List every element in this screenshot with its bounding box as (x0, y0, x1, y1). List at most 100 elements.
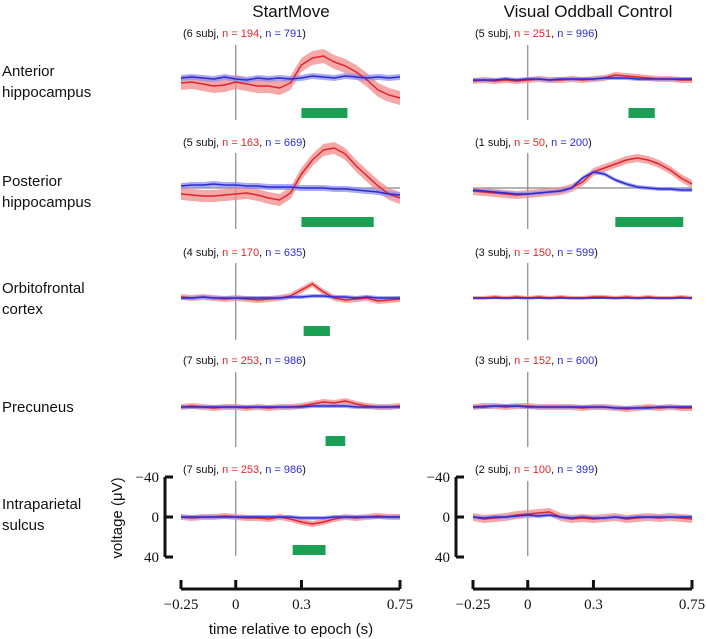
row-label-line: Orbitofrontal (2, 280, 85, 297)
red-error-band (181, 142, 400, 206)
panel-annotation: (5 subj, n = 251, n = 996) (475, 28, 598, 40)
red-error-band (181, 281, 400, 304)
annotation-n-blue: n = 399 (557, 464, 594, 476)
x-tick-label: 0.75 (679, 597, 705, 613)
annotation-subjects: (2 subj, (475, 464, 514, 476)
blue-series-line (473, 77, 692, 81)
annotation-close: ) (594, 247, 598, 259)
annotation-n-red: n = 170 (222, 247, 259, 259)
panel-2-0: (4 subj, n = 170, n = 635) (180, 247, 401, 340)
y-tick-label: −40 (427, 470, 450, 486)
annotation-n-red: n = 163 (222, 137, 259, 149)
annotation-n-red: n = 194 (222, 28, 259, 40)
panel-1-0: (5 subj, n = 163, n = 669) (180, 137, 401, 229)
annotation-sep: , (259, 28, 265, 40)
row-label-line: cortex (2, 301, 43, 318)
x-tick-label: −0.25 (164, 597, 199, 613)
annotation-n-blue: n = 669 (265, 137, 302, 149)
panel-annotation: (7 subj, n = 253, n = 986) (183, 355, 306, 367)
red-error-band (473, 154, 692, 199)
column-title-startmove: StartMove (252, 2, 329, 21)
blue-series-line (181, 516, 400, 519)
row-label-line: Intraparietal (2, 496, 81, 513)
panel-annotation: (3 subj, n = 150, n = 599) (475, 247, 598, 259)
x-axes: −0.25 0 0.3 0.75 −0.25 0 0.3 0.75 (164, 580, 705, 613)
panel-0-0: (6 subj, n = 194, n = 791) (180, 28, 401, 120)
y-axes: −40 0 40 −40 0 40 (136, 470, 464, 566)
annotation-n-blue: n = 200 (551, 137, 588, 149)
annotation-sep: , (551, 247, 557, 259)
blue-series-line (181, 295, 400, 299)
row-label-intraparietal-sulcus: Intraparietal sulcus (2, 496, 81, 534)
panel-annotation: (2 subj, n = 100, n = 399) (475, 464, 598, 476)
panel-4-0: (7 subj, n = 253, n = 986) (180, 464, 400, 556)
annotation-close: ) (302, 247, 306, 259)
annotation-n-red: n = 253 (222, 355, 259, 367)
y-axis-0: −40 0 40 (136, 470, 173, 566)
panel-annotation: (5 subj, n = 163, n = 669) (183, 137, 306, 149)
panel-4-1: (2 subj, n = 100, n = 399) (472, 464, 693, 556)
significance-bar (628, 108, 655, 118)
blue-series-line (472, 514, 692, 519)
panel-3-0: (7 subj, n = 253, n = 986) (180, 355, 401, 447)
row-label-line: hippocampus (2, 84, 91, 101)
panels: (6 subj, n = 194, n = 791) (5 subj, n = 2… (180, 28, 693, 556)
annotation-subjects: (6 subj, (183, 28, 222, 40)
blue-series-line (180, 183, 401, 196)
annotation-n-red: n = 100 (514, 464, 551, 476)
annotation-subjects: (7 subj, (183, 464, 222, 476)
row-label-anterior-hippocampus: Anterior hippocampus (2, 63, 91, 101)
y-tick-label: 40 (435, 550, 450, 566)
x-tick-label: 0.3 (584, 597, 603, 613)
annotation-subjects: (1 subj, (475, 137, 514, 149)
annotation-sep: , (551, 464, 557, 476)
annotation-subjects: (3 subj, (475, 355, 514, 367)
annotation-n-blue: n = 986 (265, 464, 302, 476)
x-axis-0: −0.25 0 0.3 0.75 (164, 580, 413, 613)
annotation-n-red: n = 253 (222, 464, 259, 476)
annotation-n-blue: n = 599 (557, 247, 594, 259)
row-label-posterior-hippocampus: Posterior hippocampus (2, 173, 91, 211)
significance-bar (303, 326, 330, 336)
annotation-sep: , (259, 137, 265, 149)
y-tick-label: 40 (144, 550, 159, 566)
red-series-line (472, 157, 693, 196)
annotation-close: ) (302, 464, 306, 476)
panel-annotation: (6 subj, n = 194, n = 791) (183, 28, 306, 40)
annotation-n-red: n = 152 (514, 355, 551, 367)
significance-bar (615, 217, 684, 227)
y-axis-label: voltage (μV) (109, 477, 126, 558)
x-tick-label: 0.75 (387, 597, 413, 613)
annotation-close: ) (594, 355, 598, 367)
annotation-n-blue: n = 791 (265, 28, 302, 40)
row-label-line: sulcus (2, 517, 45, 534)
x-tick-label: 0 (232, 597, 240, 613)
red-error-band (181, 398, 400, 411)
row-label-orbitofrontal-cortex: Orbitofrontal cortex (2, 280, 85, 318)
significance-bar (292, 545, 326, 555)
significance-bar (301, 108, 348, 118)
annotation-n-blue: n = 600 (557, 355, 594, 367)
panel-2-1: (3 subj, n = 150, n = 599) (473, 247, 693, 340)
panel-0-1: (5 subj, n = 251, n = 996) (472, 28, 692, 120)
x-axis-label: time relative to epoch (s) (209, 621, 373, 638)
panel-annotation: (4 subj, n = 170, n = 635) (183, 247, 306, 259)
annotation-close: ) (588, 137, 592, 149)
annotation-close: ) (302, 137, 306, 149)
annotation-sep: , (551, 28, 557, 40)
y-tick-label: 0 (443, 510, 451, 526)
blue-series-line (473, 405, 692, 409)
annotation-n-blue: n = 635 (265, 247, 302, 259)
annotation-close: ) (302, 28, 306, 40)
column-title-visual-oddball: Visual Oddball Control (504, 2, 673, 21)
annotation-subjects: (5 subj, (475, 28, 514, 40)
x-tick-label: 0 (524, 597, 532, 613)
panel-annotation: (3 subj, n = 152, n = 600) (475, 355, 598, 367)
row-label-line: Posterior (2, 173, 62, 190)
panel-annotation: (1 subj, n = 50, n = 200) (475, 137, 592, 149)
annotation-n-blue: n = 986 (265, 355, 302, 367)
blue-series-line (472, 171, 692, 195)
row-label-line: hippocampus (2, 194, 91, 211)
annotation-subjects: (3 subj, (475, 247, 514, 259)
annotation-close: ) (302, 355, 306, 367)
